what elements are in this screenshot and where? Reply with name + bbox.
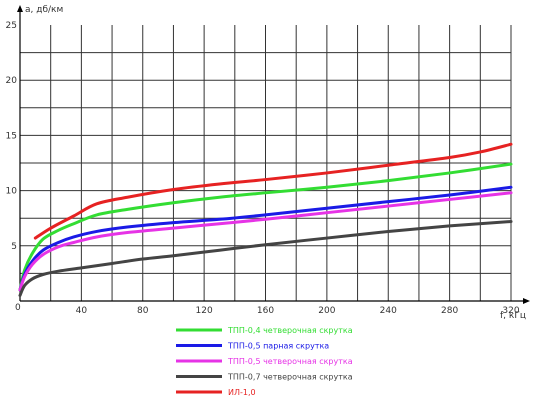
x-tick-label: 200: [318, 306, 335, 316]
tick-labels: 40 80 120 160 200 240 280 320 5 10 15 20 25: [6, 21, 520, 316]
x-tick-label: 40: [76, 306, 88, 316]
series-line-3: [18, 191, 513, 292]
series-line-4: [18, 220, 513, 297]
x-axis-label: f, кГц: [500, 311, 526, 321]
x-axis-arrow: [523, 298, 530, 304]
y-tick-label: 5: [11, 242, 17, 252]
series-line-5: [33, 142, 513, 240]
x-tick-label: 280: [441, 306, 458, 316]
x-tick-label: 160: [257, 306, 274, 316]
y-axis-label: a, дб/км: [25, 5, 63, 15]
legend-label: ИЛ-1,0: [228, 388, 256, 397]
x-tick-label: 80: [137, 306, 149, 316]
series-line-2: [18, 185, 513, 292]
y-tick-label: 15: [6, 131, 17, 141]
y-axis-arrow: [17, 5, 23, 12]
legend-label: ТПП-0,5 парная скрутка: [227, 342, 329, 351]
y-tick-label: 20: [6, 76, 18, 86]
legend: ТПП-0,4 четверочная скрутка ТПП-0,5 парна…: [176, 326, 353, 397]
y-tick-label: 10: [6, 187, 18, 197]
x-tick-label: 120: [196, 306, 213, 316]
x-tick-label: 240: [380, 306, 397, 316]
y-tick-label: 25: [6, 21, 17, 31]
series-lines: [18, 142, 513, 297]
grid: [20, 25, 512, 301]
legend-label: ТПП-0,5 четверочная скрутка: [227, 357, 353, 366]
legend-label: ТПП-0,4 четверочная скрутка: [227, 326, 353, 335]
legend-label: ТПП-0,7 четверочная скрутка: [227, 373, 353, 382]
origin-label: 0: [15, 303, 21, 313]
axes: [17, 5, 530, 304]
series-line-1: [18, 162, 513, 292]
x-tick-label: 320: [502, 306, 519, 316]
